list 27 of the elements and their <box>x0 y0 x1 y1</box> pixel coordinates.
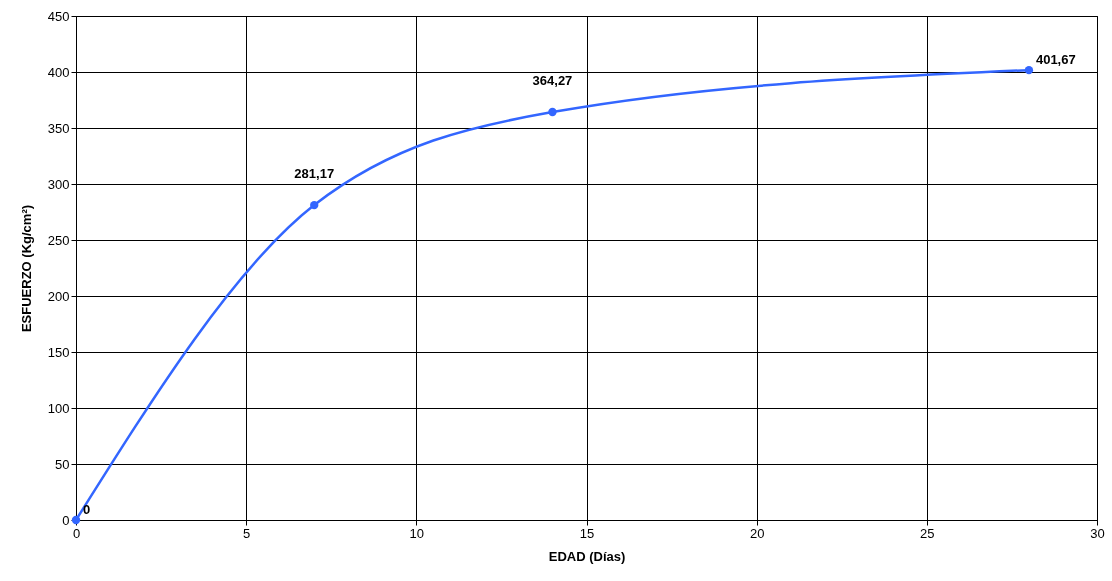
data-label: 401,67 <box>1035 52 1076 68</box>
x-axis-title: EDAD (Días) <box>548 548 626 564</box>
y-tick-label: 100 <box>47 400 70 416</box>
point <box>548 107 557 117</box>
x-tick-label: 15 <box>579 525 595 541</box>
x-tick-label: 0 <box>72 525 81 541</box>
y-tick-label: 400 <box>47 64 70 80</box>
point <box>1024 65 1034 75</box>
point <box>71 515 81 525</box>
x-tick-label: 25 <box>920 525 935 541</box>
point <box>310 200 319 210</box>
y-tick-label: 450 <box>47 8 70 24</box>
x-tick-label: 5 <box>243 525 251 541</box>
data-label: 364,27 <box>532 73 573 89</box>
x-tick-label: 30 <box>1090 525 1105 541</box>
data-label: 0 <box>83 502 91 517</box>
y-tick-label: 0 <box>62 512 70 528</box>
y-axis-title: ESFUERZO (Kg/cm²) <box>18 204 34 333</box>
y-tick-label: 150 <box>47 344 70 360</box>
y-tick-label: 350 <box>47 120 70 136</box>
x-tick-label: 20 <box>749 525 765 541</box>
data-label: 281,17 <box>294 166 335 182</box>
y-tick-label: 50 <box>55 456 70 472</box>
x-tick-label: 10 <box>409 525 425 541</box>
y-tick-label: 200 <box>47 288 70 304</box>
y-tick-label: 300 <box>47 176 70 192</box>
y-tick-label: 250 <box>47 232 70 248</box>
